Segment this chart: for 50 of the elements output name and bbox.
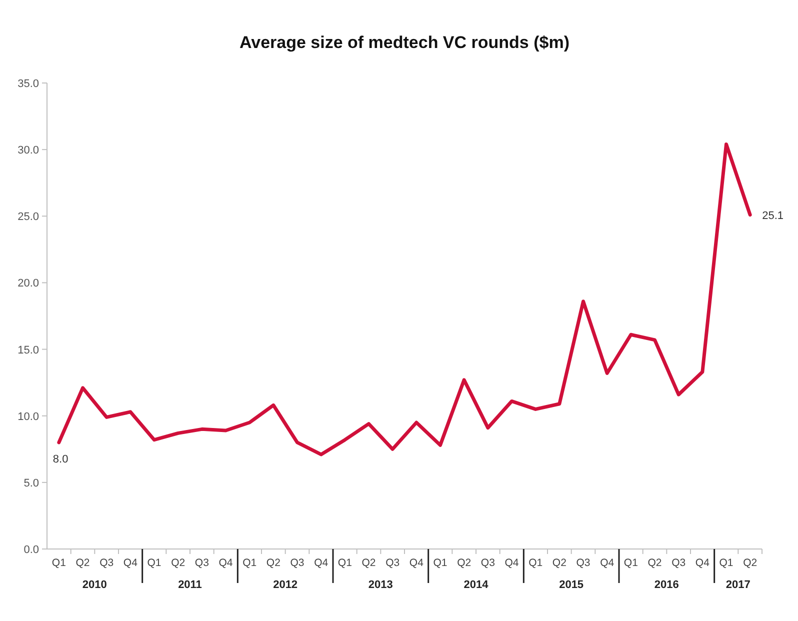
text: 2017 [726, 579, 750, 591]
text: 2011 [178, 579, 202, 591]
text: 2015 [559, 579, 584, 591]
x-tick-label: Q1 [338, 557, 352, 569]
y-tick-label: 20.0 [18, 278, 39, 290]
x-tick-label: Q1 [624, 557, 638, 569]
x-tick-label: Q4 [123, 557, 138, 569]
x-tick-label: Q2 [743, 557, 758, 569]
x-tick-label: Q4 [695, 557, 710, 569]
x-tick-label: Q3 [672, 557, 686, 569]
x-tick-label: Q2 [648, 557, 662, 569]
x-tick-label: Q4 [314, 557, 328, 569]
x-tick-label: Q2 [552, 557, 567, 569]
text: 2016 [654, 579, 679, 591]
x-tick-label: Q2 [457, 557, 472, 569]
data-label: 25.1 [762, 210, 784, 222]
y-tick-label: 5.0 [24, 477, 39, 490]
x-tick-label: Q3 [480, 557, 496, 569]
x-tick-label: Q3 [386, 557, 400, 569]
x-tick-label: Q3 [576, 557, 590, 569]
x-tick-label: Q1 [433, 557, 448, 569]
chart-title: Average size of medtech VC rounds ($m) [239, 33, 570, 52]
x-tick-label: Q4 [600, 557, 614, 569]
text: 2013 [368, 579, 393, 591]
x-tick-label: Q2 [76, 557, 90, 569]
x-tick-label: Q1 [528, 557, 543, 569]
y-tick-label: 0.0 [24, 544, 39, 556]
text: 2010 [82, 579, 107, 591]
y-tick-label: 30.0 [18, 144, 39, 157]
x-tick-label: Q3 [290, 557, 304, 569]
x-tick-label: Q3 [194, 557, 210, 569]
y-tick-label: 25.0 [18, 211, 39, 224]
x-tick-label: Q1 [242, 557, 257, 569]
text: 2014 [464, 579, 490, 591]
x-tick-label: Q2 [266, 557, 281, 569]
x-tick-label: Q4 [218, 557, 233, 569]
text: 2012 [273, 579, 298, 591]
line-series [57, 142, 752, 456]
x-tick-label: Q1 [719, 557, 734, 569]
y-tick-label: 15.0 [18, 344, 39, 356]
y-tick-label: 10.0 [18, 410, 39, 423]
x-tick-label: Q4 [409, 557, 424, 569]
x-tick-label: Q1 [147, 557, 162, 569]
x-tick-label: Q3 [100, 557, 114, 569]
x-tick-label: Q1 [52, 557, 66, 569]
x-tick-label: Q4 [504, 557, 519, 569]
y-tick-label: 35.0 [18, 78, 39, 90]
x-tick-label: Q2 [171, 557, 186, 569]
data-label: 8.0 [52, 453, 68, 466]
x-tick-label: Q2 [362, 557, 376, 569]
